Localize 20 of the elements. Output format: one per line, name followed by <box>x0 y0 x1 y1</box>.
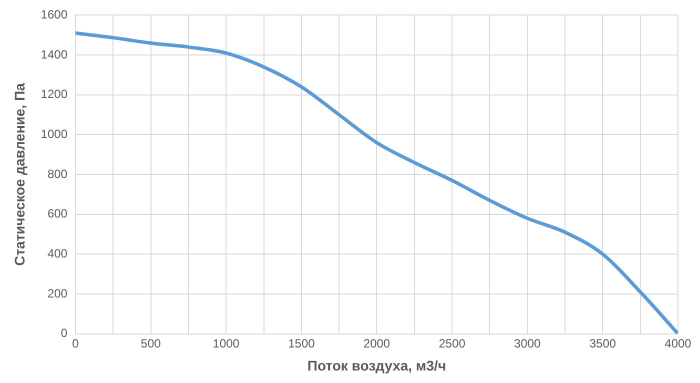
x-tick-label: 3500 <box>589 336 616 350</box>
y-tick-label: 600 <box>47 206 68 221</box>
x-tick-label: 3000 <box>514 336 542 350</box>
y-tick-label: 1600 <box>40 8 68 22</box>
y-axis-title: Статическое давление, Па <box>11 82 28 266</box>
x-axis-title: Поток воздуха, м3/ч <box>307 357 446 374</box>
y-tick-label: 0 <box>60 326 68 340</box>
y-tick-label: 1000 <box>40 126 68 141</box>
x-tick-label: 1000 <box>212 336 240 350</box>
y-tick-label: 200 <box>47 286 68 300</box>
x-tick-label: 1500 <box>288 336 316 350</box>
x-tick-label: 500 <box>140 336 162 350</box>
y-tick-label: 400 <box>47 246 68 260</box>
y-tick-label: 1400 <box>40 47 68 62</box>
x-tick-label: 4000 <box>664 336 692 350</box>
y-tick-label: 1200 <box>40 87 68 102</box>
x-tick-label: 2000 <box>363 336 390 350</box>
x-tick-label: 0 <box>72 336 80 350</box>
y-tick-label: 800 <box>47 166 68 181</box>
x-tick-label: 2500 <box>438 336 466 350</box>
